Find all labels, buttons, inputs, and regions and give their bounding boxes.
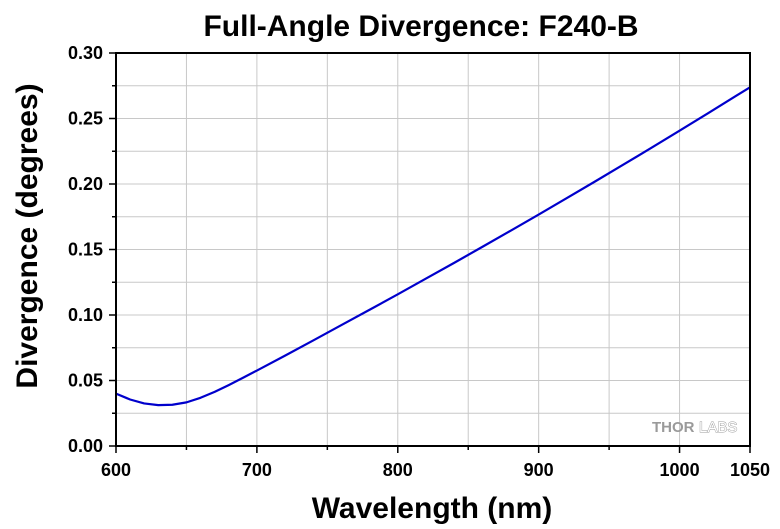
y-tick-label: 0.25 — [68, 109, 103, 129]
chart-title: Full-Angle Divergence: F240-B — [203, 10, 638, 43]
y-tick-label: 0.15 — [68, 240, 103, 260]
plot-frame — [115, 52, 751, 447]
y-tick-label: 0.05 — [68, 371, 103, 391]
x-tick-labels: 600 700 800 900 1000 1050 — [101, 460, 770, 480]
series — [115, 86, 751, 407]
grid — [116, 53, 750, 446]
x-tick-label: 700 — [242, 460, 272, 480]
axis-ticks — [109, 52, 751, 453]
y-tick-labels: 0.00 0.05 0.10 0.15 0.20 0.25 0.30 — [68, 43, 103, 456]
y-tick-label: 0.30 — [68, 43, 103, 63]
y-axis-label: Divergence (degrees) — [11, 83, 44, 388]
y-tick-label: 0.10 — [68, 305, 103, 325]
y-tick-label: 0.20 — [68, 174, 103, 194]
x-axis-label: Wavelength (nm) — [312, 492, 553, 525]
x-tick-label: 1000 — [660, 460, 700, 480]
y-tick-label: 0.00 — [68, 436, 103, 456]
x-tick-label: 600 — [101, 460, 131, 480]
watermark-brand-light: LABS — [699, 419, 737, 436]
x-tick-label: 800 — [383, 460, 413, 480]
x-tick-label: 900 — [524, 460, 554, 480]
x-tick-label: 1050 — [730, 460, 770, 480]
watermark-brand-bold: THOR — [652, 419, 695, 436]
thorlabs-watermark: THOR LABS — [652, 419, 738, 437]
series-line — [115, 86, 751, 407]
